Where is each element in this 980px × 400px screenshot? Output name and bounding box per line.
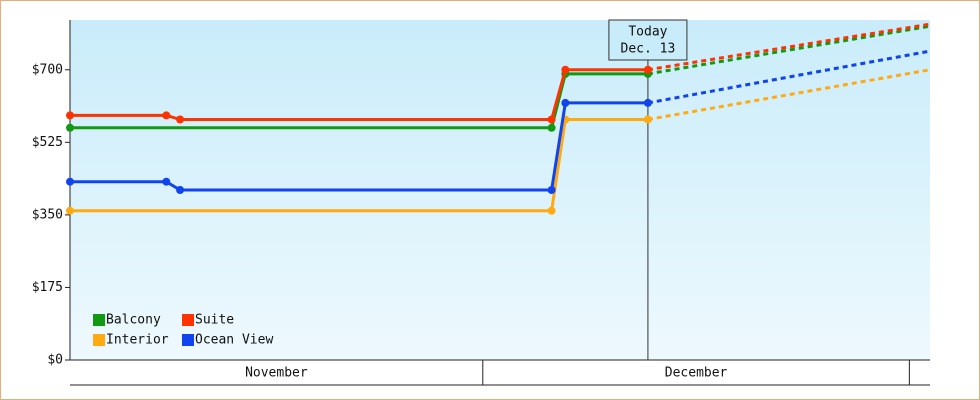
y-tick-label: $700 xyxy=(32,62,63,77)
legend-label: Ocean View xyxy=(195,333,273,348)
forecast-line xyxy=(647,22,931,72)
series-line xyxy=(70,72,648,130)
data-point xyxy=(66,177,74,186)
data-point xyxy=(547,123,556,132)
data-point xyxy=(66,111,74,120)
y-tick-label: $525 xyxy=(32,135,63,150)
legend-swatch xyxy=(93,314,105,326)
data-point xyxy=(162,177,171,186)
data-point xyxy=(176,115,185,124)
series-line xyxy=(70,118,648,213)
data-point xyxy=(66,123,74,132)
data-point xyxy=(561,65,570,74)
y-tick-label: $0 xyxy=(47,353,63,368)
data-point xyxy=(643,98,652,107)
data-point xyxy=(547,186,556,194)
data-point xyxy=(643,115,652,124)
forecast-line xyxy=(647,24,931,76)
legend-swatch xyxy=(93,334,105,346)
data-point xyxy=(176,186,185,194)
month-label: November xyxy=(245,366,308,381)
legend-label: Balcony xyxy=(106,313,161,328)
legend-label: Interior xyxy=(106,333,169,348)
data-point xyxy=(561,98,570,107)
today-label: Dec. 13 xyxy=(621,42,676,57)
data-point xyxy=(643,65,652,74)
y-tick-label: $350 xyxy=(32,207,63,222)
legend-label: Suite xyxy=(195,313,234,328)
today-label: Today xyxy=(628,25,667,40)
data-point xyxy=(162,111,171,120)
legend-swatch xyxy=(182,314,194,326)
data-point xyxy=(547,115,556,124)
today-box xyxy=(608,19,688,61)
y-tick-label: $175 xyxy=(32,280,63,295)
forecast-line xyxy=(647,49,931,105)
forecast-line xyxy=(647,68,931,121)
month-label: December xyxy=(665,366,728,381)
series-line xyxy=(70,101,648,192)
legend-swatch xyxy=(182,334,194,346)
data-point xyxy=(547,206,556,215)
data-point xyxy=(66,206,74,215)
series-line xyxy=(70,68,648,122)
